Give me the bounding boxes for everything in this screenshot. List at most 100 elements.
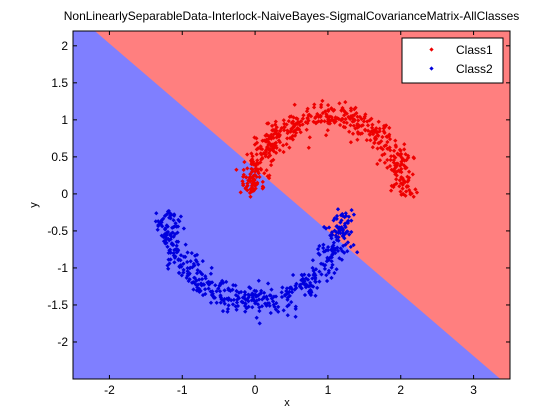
x-tick-label: -1 <box>177 383 188 397</box>
point-class2 <box>271 294 277 299</box>
point-class2 <box>209 265 214 271</box>
point-class2 <box>247 293 252 298</box>
point-class1 <box>399 166 404 172</box>
point-class2 <box>243 309 248 314</box>
point-class2 <box>176 270 182 276</box>
point-class2 <box>233 292 239 298</box>
point-class2 <box>299 286 304 291</box>
point-class1 <box>292 133 298 138</box>
point-class1 <box>400 186 405 191</box>
point-class2 <box>329 265 334 270</box>
point-class1 <box>254 136 259 141</box>
point-class1 <box>382 160 388 165</box>
point-class1 <box>255 146 261 151</box>
point-class1 <box>277 132 283 138</box>
point-class1 <box>245 152 250 157</box>
point-class2 <box>264 303 269 308</box>
point-class2 <box>199 276 205 282</box>
point-class2 <box>187 271 192 276</box>
point-class1 <box>405 179 410 184</box>
point-class2 <box>286 302 292 308</box>
point-class1 <box>238 190 243 195</box>
point-class2 <box>343 242 348 247</box>
point-class2 <box>186 278 191 284</box>
point-class2 <box>322 266 328 272</box>
point-class1 <box>367 132 372 137</box>
point-class2 <box>329 275 334 281</box>
point-class1 <box>280 143 286 148</box>
point-class2 <box>334 267 339 272</box>
point-class2 <box>171 213 177 218</box>
point-class1 <box>394 169 399 175</box>
point-class1 <box>254 167 260 173</box>
point-class1 <box>260 186 265 191</box>
point-class1 <box>265 133 270 138</box>
point-class1 <box>370 145 375 150</box>
point-class2 <box>246 299 251 304</box>
point-class1 <box>411 156 417 161</box>
point-class2 <box>154 211 159 216</box>
point-class2 <box>202 287 208 292</box>
point-class2 <box>220 308 226 314</box>
point-class1 <box>276 138 282 143</box>
point-class2 <box>236 290 242 295</box>
point-class1 <box>287 145 292 150</box>
point-class1 <box>399 181 405 187</box>
point-class2 <box>324 272 329 278</box>
point-class1 <box>393 144 399 150</box>
point-class2 <box>209 292 215 298</box>
point-class2 <box>256 278 261 283</box>
x-axis-label: x <box>284 397 290 409</box>
point-class2 <box>355 250 360 255</box>
point-class1 <box>277 148 282 153</box>
point-class2 <box>338 226 343 231</box>
point-class1 <box>377 158 383 163</box>
point-class1 <box>248 187 253 192</box>
point-class2 <box>279 294 285 300</box>
point-class1 <box>263 148 269 153</box>
point-class2 <box>300 273 305 278</box>
point-class1 <box>265 144 270 150</box>
point-class2 <box>166 257 171 262</box>
point-class2 <box>335 248 341 254</box>
point-class1 <box>323 133 329 138</box>
point-class2 <box>254 288 259 294</box>
point-class2 <box>331 218 336 223</box>
point-class2 <box>160 224 165 229</box>
point-class2 <box>292 287 297 292</box>
y-tick-label: -2 <box>57 335 68 349</box>
point-class1 <box>403 152 408 157</box>
point-class2 <box>179 273 184 278</box>
point-class1 <box>397 184 402 189</box>
point-class2 <box>165 244 170 249</box>
point-class1 <box>258 151 263 156</box>
y-tick-label: 1.5 <box>51 76 68 90</box>
point-class1 <box>260 156 265 161</box>
point-class1 <box>258 146 263 151</box>
point-class1 <box>246 178 251 183</box>
point-class1 <box>410 172 415 177</box>
point-class2 <box>276 304 281 310</box>
point-class2 <box>174 243 179 248</box>
point-class1 <box>402 142 407 147</box>
point-class1 <box>254 152 259 157</box>
point-class1 <box>399 192 404 197</box>
point-class1 <box>372 140 377 146</box>
point-class2 <box>218 294 223 300</box>
point-class2 <box>159 220 164 225</box>
point-class2 <box>324 259 330 264</box>
series-class2 <box>153 207 360 326</box>
point-class1 <box>393 163 398 168</box>
point-class2 <box>313 267 319 272</box>
point-class2 <box>181 270 186 275</box>
x-tick-label: -2 <box>104 383 115 397</box>
point-class2 <box>167 261 172 266</box>
point-class2 <box>173 247 179 252</box>
point-class2 <box>165 229 171 235</box>
point-class2 <box>253 294 259 299</box>
point-class2 <box>191 280 197 285</box>
point-class2 <box>346 214 352 219</box>
point-class2 <box>351 242 356 248</box>
series-class1 <box>234 98 420 199</box>
